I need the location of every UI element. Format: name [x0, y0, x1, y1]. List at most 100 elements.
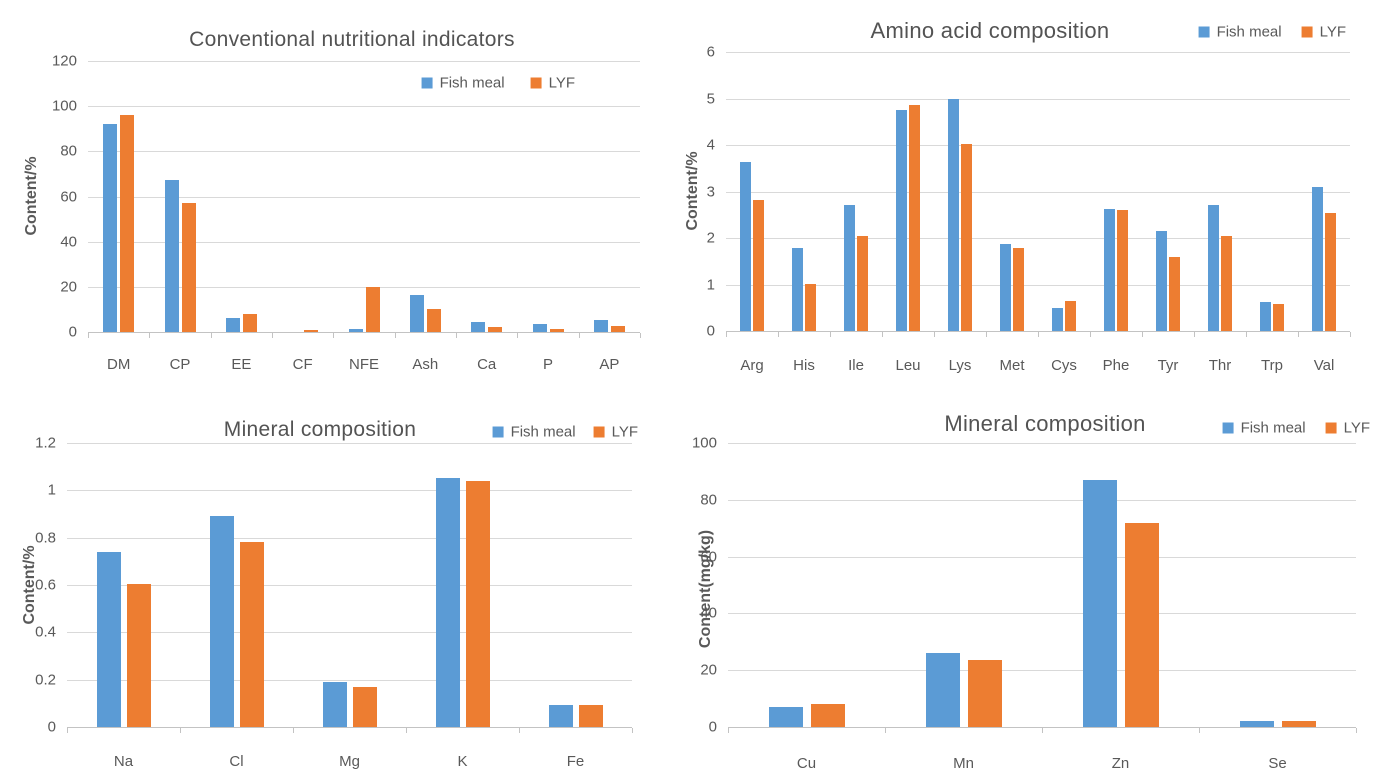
- legend-swatch-fish-meal: [1198, 26, 1210, 38]
- y-tick-label: 2: [706, 229, 715, 247]
- bar-fish-meal-val: [1312, 187, 1323, 331]
- bar-fish-meal-thr: [1208, 205, 1219, 331]
- legend-label: LYF: [548, 74, 575, 92]
- bar-fish-meal-met: [1000, 244, 1011, 331]
- legend-label: Fish meal: [1216, 23, 1282, 41]
- plot-area: [726, 52, 1350, 332]
- gridline: [728, 557, 1356, 558]
- gridline: [67, 538, 632, 539]
- x-tick-label: Ash: [412, 356, 439, 373]
- y-tick-label: 60: [700, 548, 717, 566]
- bar-lyf-ile: [857, 236, 868, 331]
- bar-fish-meal-ash: [410, 295, 424, 332]
- axis-tick-mark: [519, 728, 520, 733]
- y-tick-label: 40: [60, 233, 77, 251]
- y-tick-label: 1.2: [35, 434, 56, 452]
- x-tick-label: DM: [106, 356, 131, 373]
- gridline: [88, 61, 640, 62]
- axis-tick-mark: [456, 333, 457, 338]
- legend-swatch-lyf: [1325, 422, 1337, 434]
- x-axis-line: [88, 332, 640, 333]
- legend-item: Fish meal: [1222, 420, 1306, 437]
- y-tick-label: 3: [706, 183, 715, 200]
- bar-lyf-cf: [304, 330, 318, 332]
- axis-tick-mark: [1350, 332, 1351, 337]
- x-tick-label: K: [457, 753, 468, 770]
- x-tick-label: Phe: [1102, 357, 1130, 374]
- gridline: [726, 285, 1350, 286]
- axis-tick-mark: [986, 332, 987, 337]
- y-tick-label: 0: [68, 323, 77, 341]
- legend-swatch-lyf: [530, 77, 542, 89]
- bar-lyf-phe: [1117, 210, 1128, 331]
- x-axis-line: [67, 727, 632, 728]
- y-tick-label: 40: [700, 604, 717, 622]
- bar-lyf-cl: [240, 542, 264, 727]
- axis-tick-mark: [1298, 332, 1299, 337]
- bar-fish-meal-nfe: [349, 329, 363, 332]
- gridline: [726, 52, 1350, 53]
- bar-fish-meal-k: [436, 478, 460, 727]
- gridline: [728, 443, 1356, 444]
- bar-lyf-lys: [961, 144, 972, 331]
- legend: Fish meal LYF: [1198, 23, 1346, 41]
- bar-lyf-k: [466, 481, 490, 727]
- y-tick-label: 100: [51, 97, 77, 115]
- x-tick-label: P: [542, 356, 554, 373]
- chart-amino-acid-composition: Amino acid composition Fish meal LYF Conten…: [680, 0, 1400, 389]
- legend-label: LYF: [611, 423, 638, 441]
- bar-fish-meal-tyr: [1156, 231, 1167, 331]
- chart-mineral-composition-mgkg: Mineral composition Fish meal LYF Content(m…: [680, 389, 1400, 778]
- bar-fish-meal-ile: [844, 205, 855, 331]
- bar-fish-meal-arg: [740, 162, 751, 331]
- legend-label: LYF: [1343, 419, 1370, 437]
- axis-tick-mark: [1042, 728, 1043, 733]
- x-tick-label: Cl: [229, 753, 244, 770]
- x-tick-label: Lys: [948, 357, 972, 374]
- y-axis-title: Content/%: [23, 156, 40, 236]
- legend-item: LYF: [1301, 24, 1346, 41]
- x-tick-label: Zn: [1111, 755, 1130, 772]
- axis-tick-mark: [1090, 332, 1091, 337]
- y-tick-label: 120: [51, 52, 77, 70]
- y-tick-label: 0.8: [35, 529, 56, 547]
- bar-fish-meal-na: [97, 552, 121, 727]
- bar-lyf-cu: [811, 704, 845, 727]
- bar-lyf-zn: [1125, 523, 1159, 727]
- y-tick-label: 100: [691, 434, 717, 452]
- gridline: [88, 197, 640, 198]
- axis-tick-mark: [272, 333, 273, 338]
- bar-fish-meal-cys: [1052, 308, 1063, 331]
- y-tick-label: 0.6: [35, 576, 56, 594]
- bar-lyf-ee: [243, 314, 257, 332]
- bar-lyf-ash: [427, 309, 441, 332]
- x-tick-label: Trp: [1261, 357, 1283, 374]
- y-tick-label: 0: [706, 322, 715, 340]
- axis-tick-mark: [149, 333, 150, 338]
- x-tick-label: AP: [599, 356, 620, 373]
- x-tick-label: Ile: [848, 357, 864, 374]
- x-tick-label: EE: [231, 356, 252, 373]
- bar-fish-meal-cu: [769, 707, 803, 727]
- axis-tick-mark: [406, 728, 407, 733]
- axis-tick-mark: [632, 728, 633, 733]
- axis-tick-mark: [1246, 332, 1247, 337]
- gridline: [88, 287, 640, 288]
- legend-label: Fish meal: [510, 423, 576, 441]
- plot-area: [67, 443, 632, 728]
- y-tick-label: 1: [47, 481, 56, 499]
- gridline: [67, 585, 632, 586]
- bar-fish-meal-mg: [323, 682, 347, 727]
- axis-tick-mark: [395, 333, 396, 338]
- chart-title: Conventional nutritional indicators: [189, 28, 515, 51]
- legend: Fish meal LYF: [421, 74, 575, 92]
- bar-fish-meal-cl: [210, 516, 234, 727]
- plot-area: [728, 443, 1356, 728]
- legend-item: Fish meal: [492, 423, 576, 441]
- bar-fish-meal-ca: [471, 322, 485, 332]
- gridline: [726, 145, 1350, 146]
- y-tick-label: 20: [60, 278, 77, 296]
- bar-fish-meal-lys: [948, 99, 959, 331]
- gridline: [728, 500, 1356, 501]
